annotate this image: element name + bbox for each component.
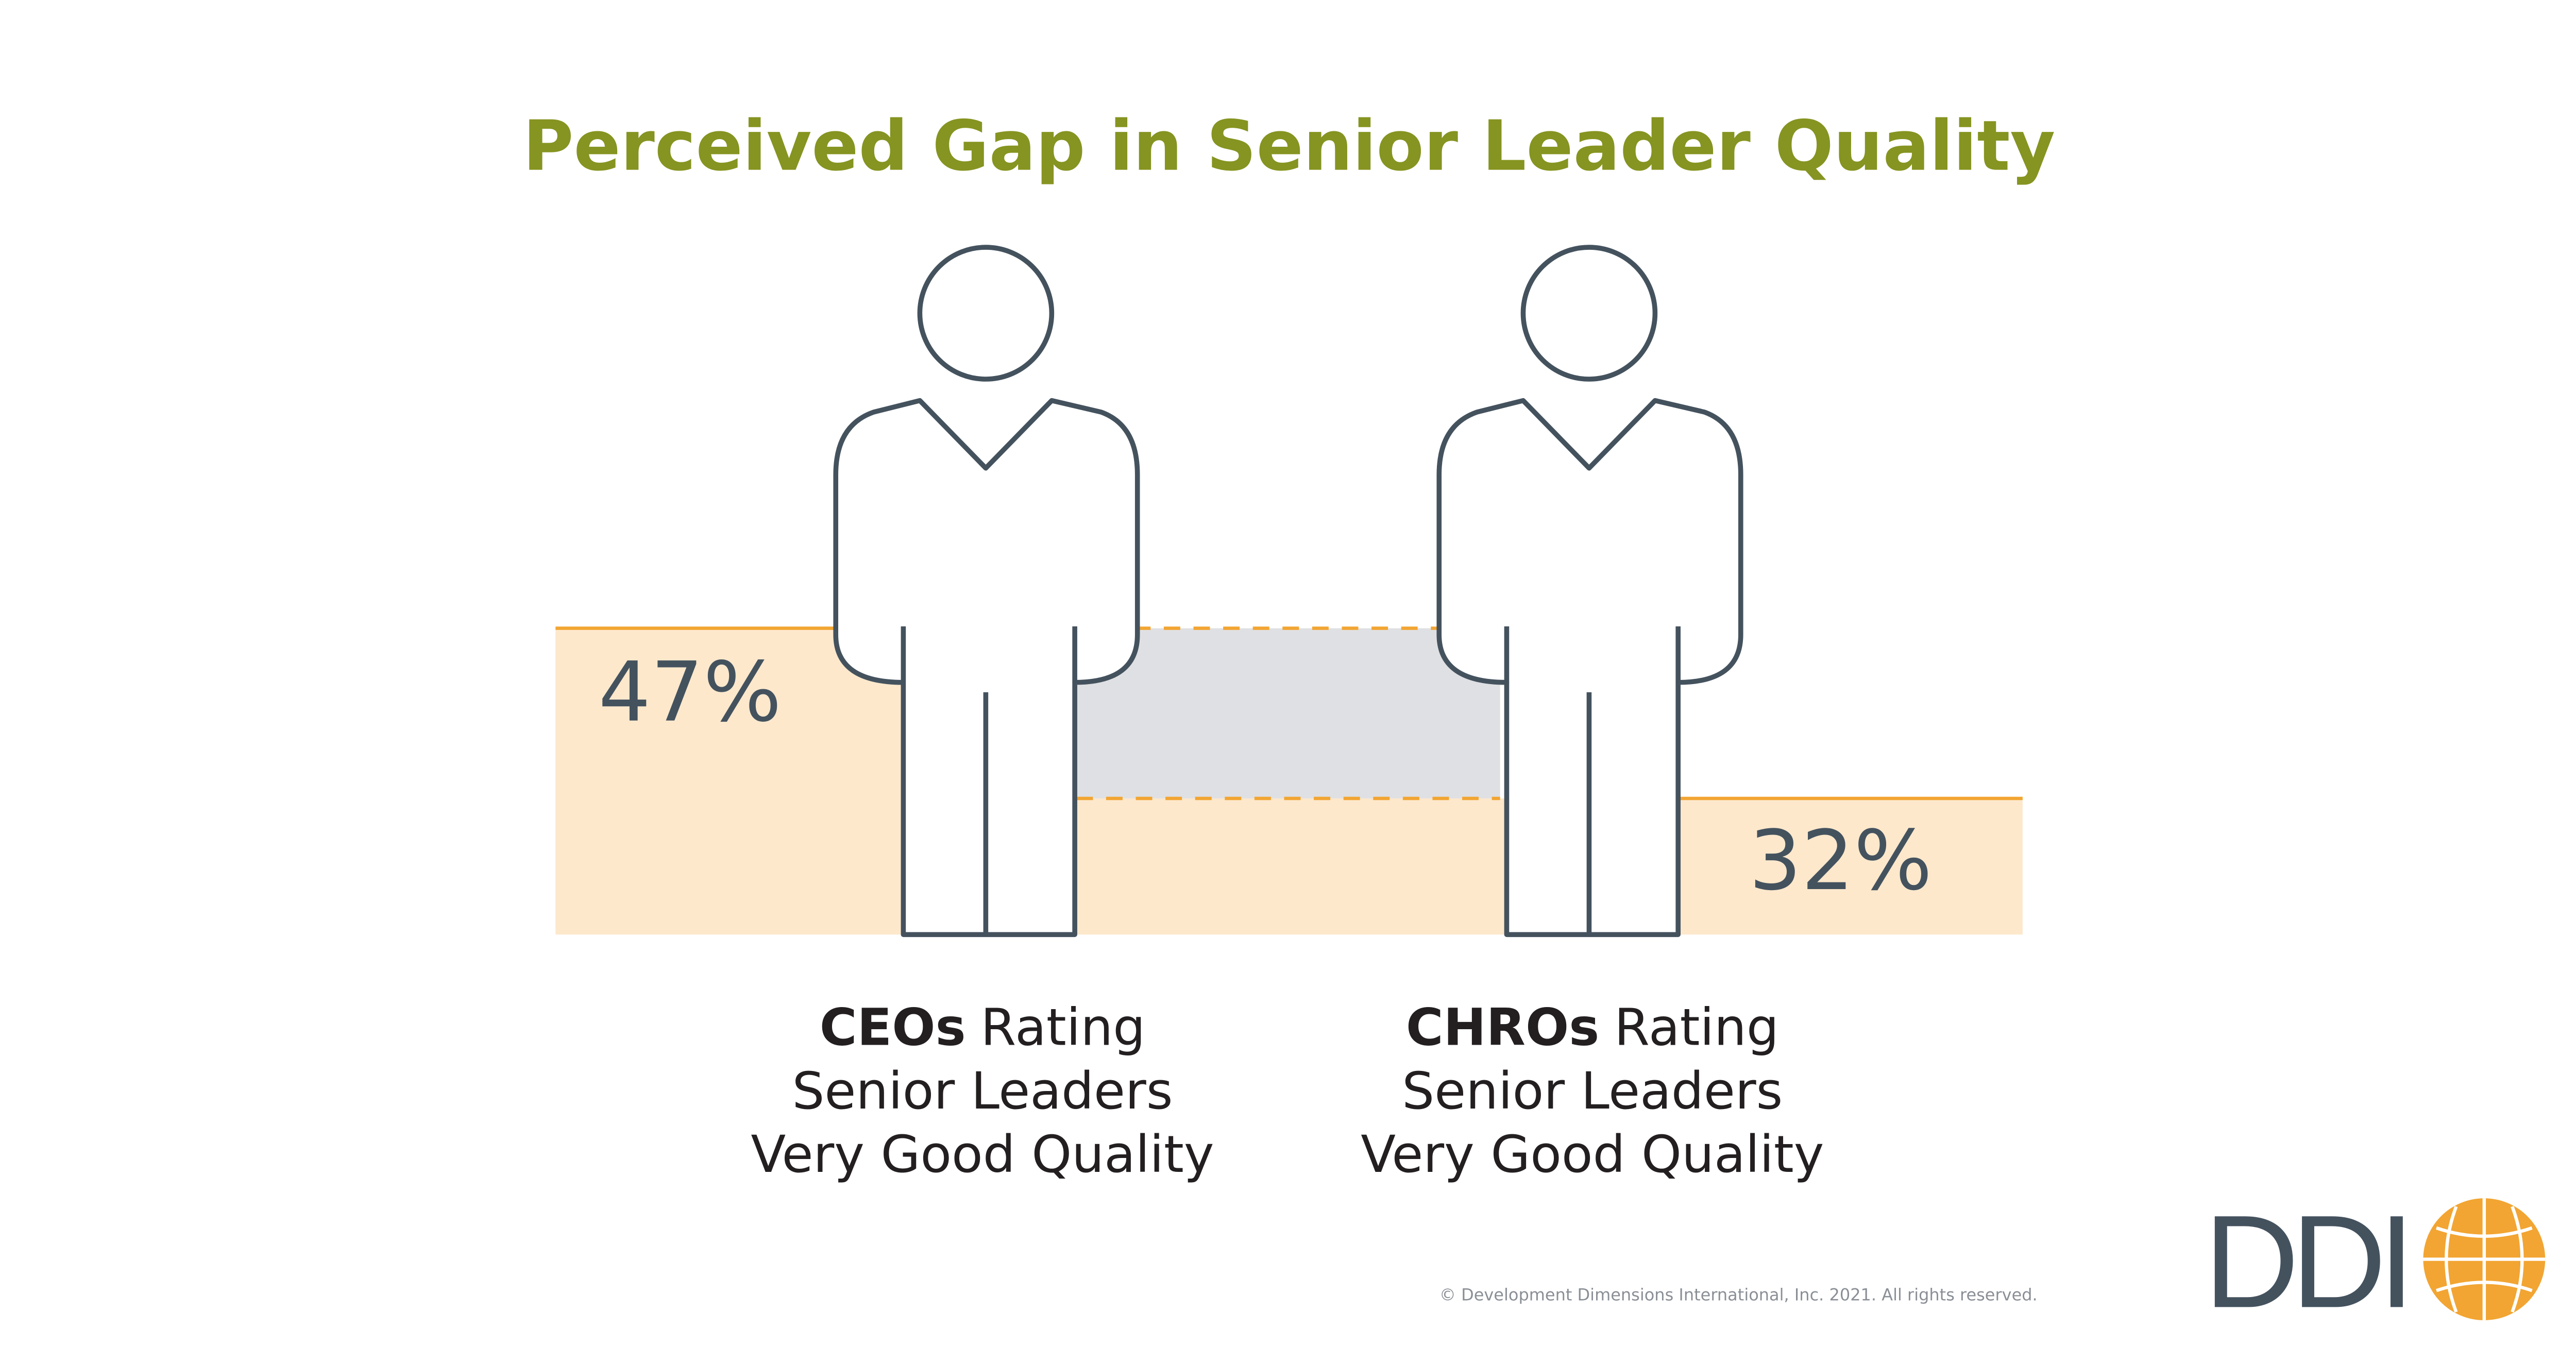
person-icon xyxy=(1436,245,1743,938)
person-head xyxy=(1520,245,1658,382)
logo-text: DDI xyxy=(2204,1188,2415,1335)
logo-grid xyxy=(2423,1198,2546,1320)
category-label: Senior Leaders xyxy=(1402,1062,1783,1121)
person-icon xyxy=(833,245,1140,938)
value-label: 32% xyxy=(1749,813,1933,909)
category-text: Rating xyxy=(1614,998,1779,1058)
person-head xyxy=(917,245,1055,382)
category-label: CHROs Rating xyxy=(1406,998,1779,1058)
category-label: Senior Leaders xyxy=(792,1062,1173,1121)
category-name: CHROs xyxy=(1406,998,1599,1058)
category-text: Rating xyxy=(980,998,1145,1058)
category-label: CEOs Rating xyxy=(820,998,1145,1058)
gap xyxy=(1071,628,1500,798)
category-name: CEOs xyxy=(820,998,966,1058)
chart-title: Perceived Gap in Senior Leader Quality xyxy=(523,106,2055,186)
category-label: Very Good Quality xyxy=(751,1125,1214,1184)
person-lines xyxy=(901,626,1077,935)
person-body xyxy=(833,398,1140,938)
footer: © Development Dimensions International, … xyxy=(1439,1285,2038,1305)
value-label: 47% xyxy=(598,644,782,740)
logo: DDI xyxy=(2204,1188,2546,1335)
person-lines xyxy=(1504,626,1681,935)
category-label: Very Good Quality xyxy=(1361,1125,1824,1184)
person-body xyxy=(1436,398,1743,938)
